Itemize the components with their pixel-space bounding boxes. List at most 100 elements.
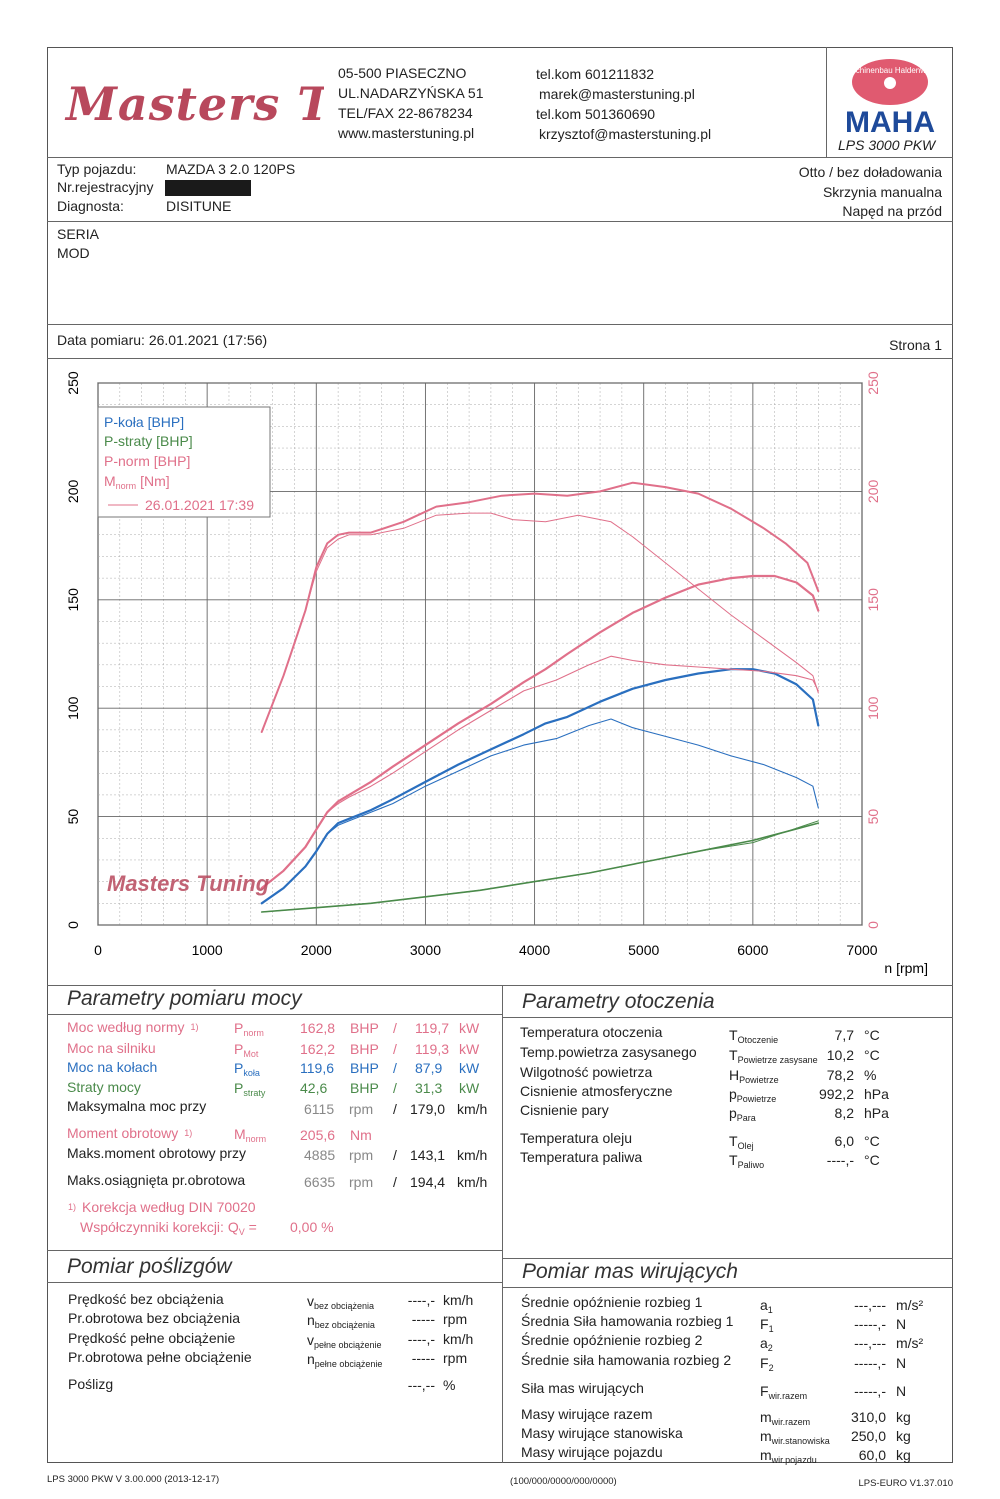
ambient-row-symbol-main: T	[729, 1152, 738, 1168]
max-power-rpm: 6115	[304, 1101, 335, 1117]
slip-row-label: Poślizg	[68, 1376, 114, 1392]
ambient-row-symbol-main: T	[729, 1047, 738, 1063]
slip-row-label: Pr.obrotowa bez obciążenia	[68, 1310, 240, 1326]
contact-line-3: tel.kom 501360690	[536, 106, 656, 122]
divider-date	[47, 358, 953, 359]
ambient-row-symbol: TPaliwo	[729, 1152, 764, 1170]
maha-brand-text: MAHA	[845, 106, 935, 136]
inertia-row-symbol: mwir.razem	[760, 1409, 810, 1427]
power-row-label: Moc na kołach	[67, 1059, 158, 1075]
inertia-row-value: 310,0	[850, 1409, 886, 1425]
y-tick-label-left: 150	[65, 588, 81, 612]
ambient-row-unit: °C	[864, 1152, 880, 1168]
divider-chart	[47, 985, 953, 986]
ambient-row-symbol-main: T	[729, 1133, 738, 1149]
inertia-row-value: -----,-	[854, 1383, 886, 1399]
inertia-row-label: Masy wirujące pojazdu	[521, 1444, 663, 1460]
slip-row-unit: km/h	[443, 1331, 474, 1347]
power-row-sep: /	[393, 1060, 397, 1076]
power-row-unit-kw: kW	[459, 1060, 480, 1076]
ambient-row-symbol: pPowietrze	[729, 1086, 776, 1104]
power-row-unit-bhp: BHP	[350, 1020, 379, 1036]
max-power-label: Maksymalna moc przy	[67, 1098, 207, 1114]
ambient-row-symbol-main: p	[729, 1105, 737, 1121]
series-line-6	[260, 481, 820, 733]
address-line-1: 05-500 PIASECZNO	[338, 65, 467, 81]
ambient-row-symbol-sub: Olej	[737, 1141, 754, 1151]
power-row-symbol: PMot	[234, 1041, 258, 1059]
inertia-row-symbol-main: a	[760, 1335, 768, 1351]
vehicle-type-value: MAZDA 3 2.0 120PS	[166, 161, 296, 177]
diagnostician-value: DISITUNE	[166, 198, 232, 214]
vehicle-type-label: Typ pojazdu:	[57, 161, 137, 177]
maha-emblem: Maschinenbau Haldenwang MAHA	[841, 59, 940, 139]
slip-row-symbol: npełne obciążenie	[307, 1351, 382, 1369]
x-tick-label: 1000	[192, 942, 223, 958]
address-line-2: UL.NADARZYŃSKA 51	[338, 85, 484, 101]
slip-row-value: -----	[411, 1311, 435, 1327]
x-tick-label: 2000	[301, 942, 332, 958]
inertia-row-symbol: F2	[760, 1355, 774, 1373]
slip-row-symbol: vpełne obciążenie	[307, 1332, 382, 1350]
ambient-row-label: Temp.powietrza zasysanego	[520, 1044, 697, 1060]
sections-divider	[502, 985, 503, 1463]
inertia-row-symbol-sub: 1	[767, 1305, 773, 1315]
ambient-row-value: ----,-	[826, 1152, 854, 1168]
inertia-row-unit: N	[896, 1383, 907, 1399]
ambient-row-symbol-sub: Paliwo	[737, 1160, 765, 1170]
ambient-row-symbol-sub: Powietrze	[739, 1075, 779, 1085]
power-row-unit-bhp: BHP	[350, 1041, 379, 1057]
note-line-2: MOD	[57, 245, 90, 261]
max-rpm-sep: /	[393, 1174, 397, 1190]
header-divider	[826, 47, 827, 157]
slip-row-symbol: nbez obciążenia	[307, 1312, 375, 1330]
ambient-row-label: Cisnienie pary	[520, 1102, 609, 1118]
maha-seal-text: Maschinenbau Haldenwang	[841, 66, 940, 75]
inertia-row-value: ---,---	[854, 1335, 886, 1351]
ambient-row-value: 8,2	[834, 1105, 854, 1121]
max-power-sep: /	[393, 1101, 397, 1117]
correction-note-text: Korekcja według DIN 70020	[82, 1199, 256, 1215]
inertia-row-label: Średnie opóźnienie rozbieg 2	[521, 1332, 703, 1348]
inertia-row-unit: N	[896, 1355, 907, 1371]
y-tick-label-right: 250	[865, 371, 881, 395]
inertia-row-value: 250,0	[850, 1428, 886, 1444]
slip-row-unit: km/h	[443, 1292, 474, 1308]
power-row-symbol-main: P	[234, 1080, 244, 1096]
inertia-row-label: Masy wirujące razem	[521, 1406, 653, 1422]
correction-factor-label: Współczynniki korekcji: Q	[80, 1219, 239, 1235]
power-row-symbol-main: P	[234, 1041, 244, 1057]
power-row-value-kw: 119,3	[415, 1041, 449, 1057]
slip-row-symbol-main: n	[307, 1351, 315, 1367]
power-row-unit-kw: kW	[459, 1080, 480, 1096]
slip-row-label: Prędkość bez obciążenia	[68, 1291, 224, 1307]
power-row-unit-bhp: BHP	[350, 1060, 379, 1076]
series-line-5	[261, 655, 819, 889]
ambient-row-symbol: TOtoczenie	[729, 1027, 778, 1045]
x-tick-label: 5000	[628, 942, 659, 958]
x-tick-label: 0	[94, 942, 102, 958]
max-rpm-speed: 194,4	[410, 1174, 446, 1190]
footnote-marker: 1)	[190, 1022, 199, 1032]
slip-section-title: Pomiar poślizgów	[67, 1255, 232, 1278]
y-tick-label-left: 50	[65, 809, 81, 825]
power-section-title: Parametry pomiaru mocy	[67, 987, 302, 1010]
max-rpm-label: Maks.osiągnięta pr.obrotowa	[67, 1172, 246, 1188]
contact-line-2: marek@masterstuning.pl	[539, 86, 695, 102]
slip-row-symbol-main: n	[307, 1312, 315, 1328]
power-row-symbol: Pkoła	[234, 1060, 260, 1078]
inertia-row-label: Średnie siła hamowania rozbieg 2	[521, 1352, 732, 1368]
contact-line-1: tel.kom 601211832	[536, 66, 655, 82]
ambient-row-value: 10,2	[826, 1047, 854, 1063]
x-axis-label: n [rpm]	[884, 960, 928, 976]
slip-row-value: ----,-	[407, 1292, 435, 1308]
divider-vehicle	[47, 221, 953, 222]
ambient-row-label: Temperatura otoczenia	[520, 1024, 663, 1040]
inertia-row-symbol-sub: 2	[768, 1363, 774, 1373]
inertia-row-unit: kg	[896, 1447, 911, 1463]
chart-axes: 0 1000 2000 3000 4000 5000 6000 700005010015020…	[65, 371, 881, 958]
inertia-title-underline	[502, 1287, 953, 1288]
inertia-row-symbol: a1	[760, 1297, 773, 1315]
max-torque-speed-unit: km/h	[457, 1147, 488, 1163]
inertia-row-symbol-main: F	[760, 1355, 769, 1371]
